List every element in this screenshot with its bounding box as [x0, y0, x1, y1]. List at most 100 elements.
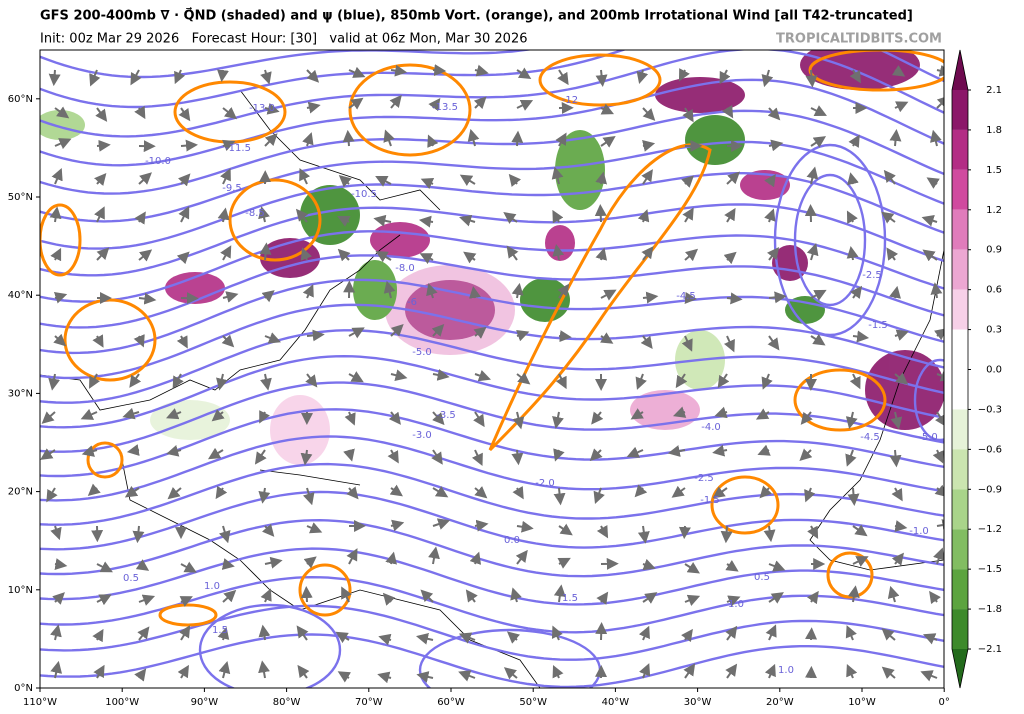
wind-arrow — [303, 556, 317, 569]
wind-arrow — [390, 323, 404, 337]
wind-arrow — [53, 333, 67, 347]
wind-arrow — [600, 332, 614, 344]
wind-arrow — [765, 624, 777, 641]
wind-arrow — [428, 546, 440, 565]
wind-arrow — [166, 445, 182, 457]
wind-arrow — [474, 486, 488, 499]
wind-arrow — [553, 487, 566, 506]
wind-arrow — [260, 588, 272, 603]
lon-label: 90°W — [191, 697, 219, 708]
wind-arrow — [178, 206, 190, 223]
wind-arrow — [757, 444, 771, 456]
wind-arrow — [264, 556, 283, 569]
wind-arrow — [683, 663, 696, 679]
wind-arrow — [390, 369, 408, 382]
wind-arrow — [805, 627, 818, 641]
wind-arrow — [682, 107, 694, 123]
wind-arrow — [296, 625, 309, 641]
wind-arrow — [642, 107, 656, 121]
wind-arrow — [305, 373, 318, 388]
wind-arrow — [641, 169, 653, 185]
wind-arrow — [932, 449, 944, 464]
colorbar-label: 1.2 — [986, 205, 1002, 216]
wind-arrow — [638, 625, 650, 641]
colorbar-segment — [952, 529, 968, 570]
wind-arrow — [211, 409, 225, 422]
wind-arrow — [810, 289, 827, 301]
colorbar-segment — [952, 129, 968, 170]
wind-arrow — [806, 166, 819, 185]
wind-arrow — [420, 589, 434, 603]
wind-arrow — [639, 663, 651, 679]
contour-label: 0.5 — [123, 573, 139, 584]
wind-arrow — [130, 69, 142, 86]
wind-arrow — [555, 132, 567, 147]
contour-line — [40, 78, 944, 167]
wind-arrow — [503, 212, 518, 224]
watermark: TROPICALTIDBITS.COM — [776, 32, 942, 47]
contour-line — [40, 435, 944, 502]
colorbar-segment — [952, 409, 968, 450]
wind-arrow — [94, 206, 105, 223]
wind-arrow — [807, 525, 819, 540]
wind-arrow — [306, 69, 320, 83]
wind-arrow — [416, 671, 434, 683]
wind-arrow — [221, 334, 235, 348]
wind-arrow — [419, 253, 434, 265]
wind-arrow — [431, 323, 445, 337]
wind-arrow — [635, 373, 647, 390]
wind-arrow — [50, 624, 62, 641]
wind-arrow — [335, 631, 350, 644]
wind-arrow — [261, 523, 275, 537]
wind-arrow — [725, 560, 739, 572]
wind-arrow — [122, 407, 140, 420]
wind-arrow — [96, 247, 110, 261]
colorbar-segment — [952, 369, 968, 410]
wind-arrow — [302, 487, 315, 506]
wind-arrow — [684, 594, 701, 606]
wind-arrow — [845, 625, 857, 641]
wind-arrow — [176, 251, 190, 265]
contour-label: -2.5 — [694, 473, 714, 484]
contour-label: -13.0 — [249, 103, 275, 114]
wind-arrow — [375, 250, 392, 263]
map-frame — [39, 49, 945, 689]
wind-arrow — [178, 107, 191, 122]
init-line: Init: 00z Mar 29 2026 Forecast Hour: [30… — [40, 32, 527, 47]
contour-line — [40, 547, 944, 606]
lon-label: 60°W — [437, 697, 465, 708]
wind-arrow — [516, 329, 530, 342]
wind-arrow — [852, 330, 870, 343]
wind-arrow — [426, 282, 438, 299]
title: GFS 200-400mb ∇ · Q⃗ND (shaded) and ψ (b… — [40, 7, 913, 23]
colorbar-label: −1.2 — [978, 524, 1002, 535]
wind-arrow — [427, 134, 439, 148]
contour-label: 1.0 — [728, 599, 744, 610]
wind-arrow — [264, 102, 280, 115]
contour-label: 1.5 — [562, 593, 578, 604]
wind-arrow — [511, 130, 524, 147]
wind-arrow — [557, 69, 569, 86]
contour-line — [40, 462, 944, 526]
wind-arrow — [630, 408, 644, 420]
wind-arrow — [552, 664, 564, 679]
contour-line — [40, 50, 944, 109]
wind-arrow — [92, 334, 104, 348]
wind-arrow — [600, 135, 616, 148]
colorbar-label: −2.1 — [978, 644, 1002, 655]
wind-arrow — [933, 547, 944, 565]
wind-arrow — [471, 449, 483, 467]
wind-arrow — [852, 524, 868, 537]
wind-arrow — [180, 561, 197, 573]
wind-arrow — [506, 631, 520, 644]
wind-arrow — [929, 590, 941, 605]
wind-arrow — [846, 210, 858, 224]
wind-arrow — [761, 373, 773, 390]
colorbar-segment — [952, 569, 968, 610]
wind-arrow — [725, 625, 738, 641]
wind-arrow — [50, 525, 62, 541]
contour-line — [40, 230, 944, 303]
wind-arrow — [378, 633, 392, 646]
wind-arrow — [50, 247, 62, 262]
wind-arrow — [389, 484, 403, 497]
